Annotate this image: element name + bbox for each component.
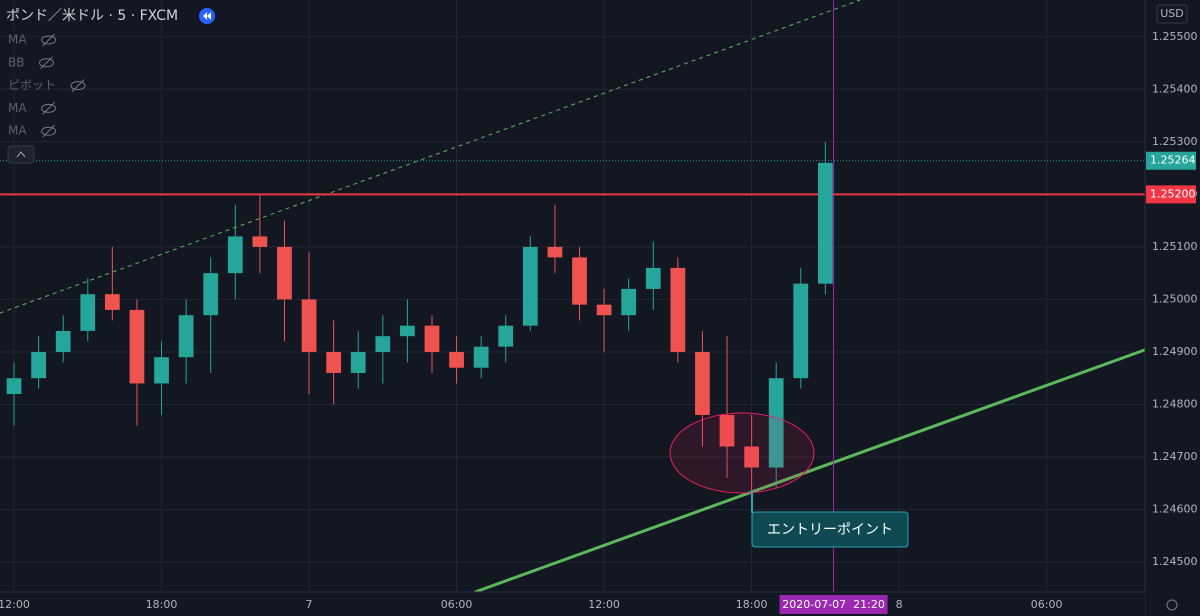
candle-body (326, 351, 342, 373)
candle-body (793, 283, 809, 379)
x-tick-label: 12:00 (588, 598, 620, 611)
settings-icon[interactable] (1166, 599, 1178, 611)
visibility-icon[interactable] (41, 103, 57, 113)
candle-body (621, 288, 637, 316)
y-tick-label: 1.25500 (1152, 30, 1198, 43)
candle-body (670, 267, 686, 352)
candle-body (498, 325, 514, 347)
visibility-icon[interactable] (38, 58, 54, 68)
visibility-icon[interactable] (70, 81, 86, 91)
candles (6, 141, 833, 494)
y-tick-label: 1.24800 (1152, 397, 1198, 410)
visibility-slash (40, 56, 53, 70)
candle-body (719, 414, 735, 447)
candle-body (277, 246, 292, 300)
visibility-icon[interactable] (41, 35, 57, 45)
indicator-name: MA (8, 124, 27, 138)
candle-body (400, 325, 415, 337)
candle-body (473, 346, 489, 368)
candle-body (645, 267, 661, 289)
entry-ellipse (669, 412, 815, 494)
candle-body (252, 236, 268, 247)
candle-body (178, 315, 194, 358)
symbol-title: ポンド／米ドル · 5 · FXCM (6, 8, 178, 24)
visibility-slash (42, 124, 55, 138)
x-tick-label: 18:00 (146, 598, 178, 611)
candle-body (596, 304, 612, 316)
trend-line (0, 0, 861, 314)
currency-box[interactable] (1156, 4, 1188, 24)
trend-line (474, 348, 1146, 594)
price-level-box (1146, 151, 1196, 170)
y-tick-label: 1.25100 (1152, 240, 1198, 253)
y-tick-label: 1.25300 (1152, 135, 1198, 148)
candle-body (350, 351, 366, 373)
cursor-label: 2020-07-07 21:20 (782, 598, 885, 611)
x-tick-label: 8 (896, 598, 903, 611)
candle-body (424, 325, 440, 352)
x-tick-label: 7 (306, 598, 313, 611)
indicator-name: MA (8, 101, 27, 115)
callout-text: エントリーポイント (767, 522, 893, 538)
currency: USD (1160, 7, 1184, 20)
visibility-slash (42, 102, 55, 115)
y-tick-label: 1.24700 (1152, 450, 1198, 463)
candle-body (80, 294, 96, 331)
price-level-label: 1.25264 (1150, 154, 1196, 167)
candle-body (301, 299, 317, 352)
candle-body (449, 351, 464, 368)
candle-body (547, 246, 563, 258)
price-axis (1145, 0, 1200, 616)
candle-body (203, 273, 219, 316)
time-axis (0, 592, 1145, 616)
visibility-slash (71, 79, 85, 92)
indicator-name: MA (8, 33, 27, 47)
candle-body (6, 378, 22, 394)
candle-body (55, 330, 71, 352)
y-tick-label: 1.25400 (1152, 82, 1198, 95)
candle-body (375, 336, 391, 352)
axes: 1.24500 1.24600 1.24700 1.24800 1.24900 1.250… (0, 30, 1198, 614)
collapse-icon (16, 151, 26, 158)
visibility-icon[interactable] (41, 126, 57, 136)
candle-body (227, 236, 243, 274)
cursor-label-box (779, 595, 888, 614)
candle-body (31, 351, 46, 379)
candle-body (695, 351, 710, 415)
x-tick-label: 06:00 (441, 598, 473, 611)
candle-body (744, 446, 759, 468)
indicator-name: BB (8, 55, 24, 69)
candle-body (817, 162, 833, 284)
y-tick-label: 1.24500 (1152, 555, 1198, 568)
indicator-legend: MA BB ピボット MA MA (8, 33, 86, 138)
candle-body (768, 378, 784, 468)
y-tick-label: 1.25000 (1152, 292, 1198, 305)
candle-body (154, 357, 169, 384)
collapse-button[interactable] (7, 145, 35, 164)
candle-body (522, 246, 538, 326)
y-tick-label: 1.24900 (1152, 345, 1198, 358)
candle-body (104, 294, 120, 310)
x-tick-label: 06:00 (1031, 598, 1063, 611)
x-tick-label: 12:00 (0, 598, 30, 611)
x-tick-label: 18:00 (736, 598, 768, 611)
candle-body (129, 309, 145, 384)
y-tick-label: 1.24600 (1152, 503, 1198, 516)
price-level-label: 1.25200 (1150, 187, 1196, 200)
callout-box (751, 511, 909, 548)
price-level-box (1146, 185, 1196, 204)
candle-body (572, 257, 587, 305)
replay-icon (203, 12, 211, 20)
visibility-slash (42, 33, 55, 47)
lines (0, 0, 1146, 594)
indicator-name: ピボット (8, 78, 56, 92)
